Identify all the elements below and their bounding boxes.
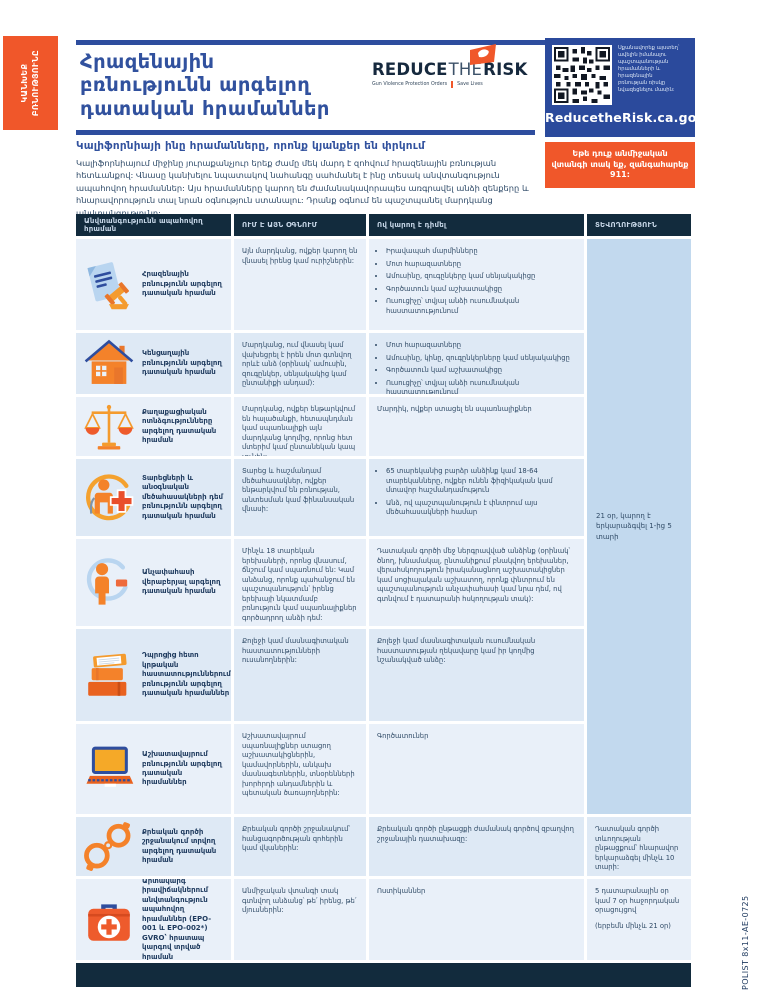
who-can-apply-cell: Քրեական գործի ընթացքի ժամանակ գործով զբա… bbox=[369, 817, 584, 876]
order-name: Կենցաղային բռնությունն արգելող դատական հ… bbox=[142, 349, 222, 377]
apply-bullet: Իրավապահ մարմինները bbox=[386, 247, 576, 257]
laptop-icon bbox=[76, 743, 142, 795]
logo-word-the: THE bbox=[448, 60, 483, 79]
duration-text: 5 դատարանային օր կամ 7 օր հաջորդական օրա… bbox=[595, 887, 680, 915]
handcuffs-icon bbox=[76, 821, 142, 873]
who-can-apply-cell: Գործատուներ bbox=[369, 724, 584, 814]
intro-heading: Կալիֆորնիայի ինը հրամանները, որոնք կյանք… bbox=[76, 140, 425, 152]
who-can-apply-cell: 65 տարեկանից բարձր անձինք կամ 18-64 տարե… bbox=[369, 459, 584, 536]
apply-bullet: 65 տարեկանից բարձր անձինք կամ 18-64 տարե… bbox=[386, 467, 576, 496]
qr-code-icon bbox=[552, 45, 612, 105]
who-can-apply-cell: Դատական գործի մեջ ներգրավված անձինք (օրի… bbox=[369, 539, 584, 626]
orders-table: Անվտանգությունն ապահովող հրաման ՈՒՄ Է ԱՅՆ… bbox=[76, 214, 694, 987]
order-cell: Արտակարգ իրավիճակներում անվտանգություն ա… bbox=[76, 879, 231, 960]
merged-duration-text: 21 օր, կարող է երկարաձգվել 1-ից 5 տարի bbox=[596, 512, 672, 541]
corner-tab: ԿԱՆԽԵՔ ԲՌՆՈՒԹՅՈՒՆԸ bbox=[3, 36, 58, 130]
duration-cell: 5 դատարանային օր կամ 7 օր հաջորդական օրա… bbox=[587, 879, 691, 960]
column-header: ՈՒՄ Է ԱՅՆ ՕԳՆՈՒՄ bbox=[234, 214, 366, 236]
column-header: ՏԵՎՈՂՈՒԹՅՈՒՆ bbox=[587, 214, 691, 236]
qr-panel: Սքանավորեք այստեղ՝ ավելին իմանալու պաշտպ… bbox=[545, 38, 705, 137]
campaign-url[interactable]: ReducetheRisk.ca.gov bbox=[545, 110, 705, 125]
order-cell: Հրազենային բռնությունն արգելող դատական հ… bbox=[76, 239, 231, 330]
qr-scan-instructions: Սքանավորեք այստեղ՝ ավելին իմանալու պաշտպ… bbox=[618, 45, 680, 94]
logo-tagline-right: Save Lives bbox=[457, 82, 483, 87]
books-icon bbox=[76, 649, 142, 701]
intro-divider-rule bbox=[76, 130, 535, 135]
table-footer-bar bbox=[76, 963, 691, 987]
order-cell: Անչափահասի վերաբերյալ արգելող դատական հր… bbox=[76, 539, 231, 626]
apply-bullet: Ամուսինը, կինը, զուգընկերները կամ սենյակ… bbox=[386, 354, 576, 364]
reduce-the-risk-logo: REDUCE THE RISK Gun Violence Protection … bbox=[372, 44, 547, 88]
logo-tagline-left: Gun Violence Protection Orders bbox=[372, 82, 448, 87]
who-it-helps-cell: Աշխատավայրում սպառնալիքներ ստացող աշխատա… bbox=[234, 724, 366, 814]
duration-text: Դատական գործի տևողության ընթացքում՝ հնար… bbox=[595, 825, 679, 872]
apply-bullet: Ամուսինը, զուգընկերը կամ սենյակակիցը bbox=[386, 272, 576, 282]
order-cell: Տարեցների և անօգնական մեծահասակների դեմ … bbox=[76, 459, 231, 536]
duration-cell: Դատական գործի տևողության ընթացքում՝ հնար… bbox=[587, 817, 691, 876]
logo-tagline-divider bbox=[451, 81, 454, 88]
duration-text: (երբեմն մինչև 21 օր) bbox=[595, 921, 671, 930]
apply-bullet: Գործատուն կամ աշխատակիցը bbox=[386, 285, 576, 295]
order-cell: Աշխատավայրում բռնությունն արգելող դատակա… bbox=[76, 724, 231, 814]
logo-wordmark: REDUCE THE RISK bbox=[372, 44, 547, 79]
column-header: Անվտանգությունն ապահովող հրաման bbox=[76, 214, 231, 236]
order-name: Հրազենային բռնությունն արգելող դատական հ… bbox=[142, 270, 222, 298]
who-it-helps-cell: Այն մարդկանց, ովքեր կարող են վնասել իրեն… bbox=[234, 239, 366, 330]
apply-bullet: Մոտ հարազատները bbox=[386, 341, 576, 351]
apply-bullet: Մոտ հարազատները bbox=[386, 260, 576, 270]
emergency-911-notice: Եթե դուք անմիջական վտանգի տակ եք, զանգահ… bbox=[545, 142, 695, 188]
apply-bullet: Ուսուցիչը՝ տվյալ անձի ուսումնական հաստատ… bbox=[386, 379, 576, 394]
column-header: Ով կարող է դիմել bbox=[369, 214, 584, 236]
flag-icon bbox=[468, 44, 498, 72]
gavel-document-icon bbox=[76, 259, 142, 311]
apply-bullet: Ուսուցիչը՝ տվյալ անձի ուսումնական հաստատ… bbox=[386, 297, 576, 316]
logo-word-reduce: REDUCE bbox=[372, 60, 448, 79]
who-it-helps-cell: Մարդկանց, ովքեր ենթարկվում են հալածանքի,… bbox=[234, 397, 366, 456]
who-can-apply-cell: Մարդիկ, ովքեր ստացել են սպառնալիքներ bbox=[369, 397, 584, 456]
minor-person-icon bbox=[76, 557, 142, 609]
apply-bullet: Գործատուն կամ աշխատակիցը bbox=[386, 366, 576, 376]
order-name: Դպրոցից հետո կրթական հաստատություններում… bbox=[142, 651, 231, 698]
house-icon bbox=[76, 338, 142, 390]
who-it-helps-cell: Անմիջական վտանգի տակ գտնվող անձանց՝ թե՛ … bbox=[234, 879, 366, 960]
who-can-apply-cell: Մոտ հարազատները Ամուսինը, կինը, զուգընկեր… bbox=[369, 333, 584, 394]
elder-care-icon bbox=[76, 472, 142, 524]
who-it-helps-cell: Քրեական գործի շրջանակում՝ հանցագործությա… bbox=[234, 817, 366, 876]
intro-paragraph: Կալիֆորնիայում միջինը յուրաքանչյուր երեք… bbox=[76, 158, 529, 218]
order-cell: Քրեական գործի շրջանակում տրվող արգելող դ… bbox=[76, 817, 231, 876]
who-can-apply-cell: Իրավապահ մարմինները Մոտ հարազատները Ամուսի… bbox=[369, 239, 584, 330]
who-it-helps-cell: Մարդկանց, ում վնասել կամ վախեցրել է իրեն… bbox=[234, 333, 366, 394]
order-name: Քաղաքացիական ոտնձգությունները արգելող դա… bbox=[142, 407, 217, 444]
order-name: Քրեական գործի շրջանակում տրվող արգելող դ… bbox=[142, 827, 217, 864]
print-code-label: POLIST 8x11-AE-0725 bbox=[741, 895, 750, 990]
logo-tagline: Gun Violence Protection Orders Save Live… bbox=[372, 81, 547, 88]
scales-icon bbox=[76, 401, 142, 453]
apply-bullet: Անձ, ով պաշտպանություն է փնտրում այս մեծ… bbox=[386, 499, 576, 518]
corner-tab-label: ԿԱՆԽԵՔ ԲՌՆՈՒԹՅՈՒՆԸ bbox=[20, 49, 41, 117]
first-aid-kit-icon bbox=[76, 894, 142, 946]
order-cell: Կենցաղային բռնությունն արգելող դատական հ… bbox=[76, 333, 231, 394]
order-name: Անչափահասի վերաբերյալ արգելող դատական հր… bbox=[142, 568, 221, 596]
who-it-helps-cell: Մինչև 18 տարեկան երեխաների, որոնց վնասու… bbox=[234, 539, 366, 626]
who-it-helps-cell: Քոլեջի կամ մասնագիտական հաստատություններ… bbox=[234, 629, 366, 721]
who-can-apply-cell: Քոլեջի կամ մասնագիտական ուսումնական հաստ… bbox=[369, 629, 584, 721]
top-divider-rule bbox=[76, 40, 694, 45]
order-name: Տարեցների և անօգնական մեծահասակների դեմ … bbox=[142, 473, 224, 520]
who-it-helps-cell: Տարեց և հաշմանդամ մեծահասակներ, ովքեր են… bbox=[234, 459, 366, 536]
who-can-apply-cell: Ոստիկաններ bbox=[369, 879, 584, 960]
order-name: Արտակարգ իրավիճակներում անվտանգություն ա… bbox=[142, 879, 212, 960]
order-cell: Դպրոցից հետո կրթական հաստատություններում… bbox=[76, 629, 231, 721]
order-cell: Քաղաքացիական ոտնձգությունները արգելող դա… bbox=[76, 397, 231, 456]
page-title: Հրազենային բռնությունն արգելող դատական հ… bbox=[80, 50, 330, 120]
logo-word-risk: RISK bbox=[483, 60, 528, 79]
merged-duration-cell: 21 օր, կարող է երկարաձգվել 1-ից 5 տարի bbox=[587, 239, 691, 814]
order-name: Աշխատավայրում բռնությունն արգելող դատակա… bbox=[142, 750, 222, 787]
